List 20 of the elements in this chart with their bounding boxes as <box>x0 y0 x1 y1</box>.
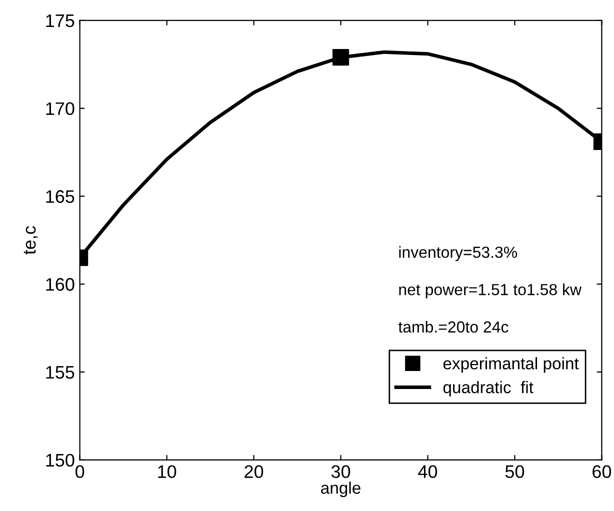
x-tick-label: 20 <box>244 465 264 478</box>
x-tick-label: 60 <box>592 465 612 478</box>
annotation: tamb.=20to 24c <box>398 320 508 333</box>
x-tick-label: 50 <box>505 465 524 478</box>
x-tick-label: 10 <box>158 465 176 478</box>
y-tick-label: 150 <box>46 454 74 467</box>
y-axis-title: te,c <box>24 226 38 254</box>
y-tick-label: 175 <box>46 14 74 28</box>
y-tick-label: 155 <box>46 366 74 379</box>
x-tick-label: 30 <box>331 465 350 478</box>
x-tick-label: 0 <box>76 465 84 478</box>
y-tick-label: 165 <box>46 190 74 203</box>
annotation: net power=1.51 to1.58 kw <box>399 284 582 298</box>
y-tick-label: 170 <box>46 102 74 116</box>
x-tick-label: 40 <box>418 465 438 478</box>
annotation: inventory=53.3% <box>399 246 518 262</box>
y-tick-label: 160 <box>46 278 74 291</box>
legend-label: experimantal point <box>443 357 579 373</box>
x-axis-title: angle <box>321 482 360 498</box>
legend-label: quadratic fit <box>443 381 534 397</box>
